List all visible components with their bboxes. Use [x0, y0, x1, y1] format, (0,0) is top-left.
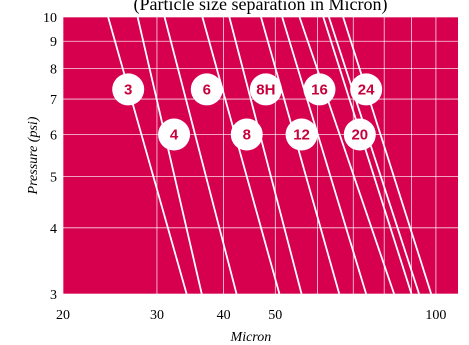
- series-badge: [303, 73, 336, 106]
- series-badge: [190, 73, 223, 106]
- y-tick-label: 7: [50, 93, 57, 108]
- series-line: [201, 17, 281, 294]
- series-label: 12: [293, 127, 310, 144]
- series-label: 8H: [256, 81, 275, 98]
- series-line: [342, 17, 433, 294]
- series-badge: [285, 118, 318, 151]
- x-tick-label: 100: [425, 308, 446, 323]
- y-tick-label: 5: [50, 170, 57, 185]
- series-line: [322, 17, 413, 294]
- plot-area: [63, 17, 458, 294]
- x-tick-label: 50: [268, 308, 282, 323]
- series-badge: [343, 118, 376, 151]
- series-label: 3: [124, 81, 132, 98]
- y-tick-label: 3: [50, 288, 57, 303]
- series-label: 6: [203, 81, 211, 98]
- y-axis-label: Pressure (psi): [26, 116, 41, 195]
- chart-title: (Particle size separation in Micron): [134, 0, 388, 15]
- series-badge: [230, 118, 263, 151]
- x-tick-label: 30: [150, 308, 164, 323]
- x-tick-label: 20: [56, 308, 70, 323]
- series-line: [298, 17, 395, 294]
- series-badges: 3 4 6 8 8H 12 16 20 24: [112, 73, 383, 151]
- series-label: 4: [170, 127, 179, 144]
- series-line: [163, 17, 238, 294]
- series-badge: [112, 73, 145, 106]
- x-tick-label: 40: [217, 308, 231, 323]
- series-line: [136, 17, 203, 294]
- series-line: [107, 17, 188, 294]
- series-badge: [350, 73, 383, 106]
- y-tick-label: 4: [50, 222, 57, 237]
- series-badge: [158, 118, 191, 151]
- series-line: [228, 17, 303, 294]
- series-label: 20: [351, 127, 368, 144]
- series-badge: [249, 73, 282, 106]
- series-label: 24: [358, 81, 375, 98]
- y-tick-label: 8: [50, 62, 57, 77]
- series-label: 8: [243, 127, 251, 144]
- series-line: [328, 17, 420, 294]
- y-tick-label: 6: [50, 129, 57, 144]
- y-tick-label: 9: [50, 35, 57, 50]
- y-axis-ticks: 3 4 5 6 7 8 9 10: [43, 11, 57, 303]
- y-tick-label: 10: [43, 11, 57, 26]
- series-line: [281, 17, 368, 294]
- x-axis-label: Micron: [230, 330, 272, 345]
- series-label: 16: [311, 81, 328, 98]
- series-lines: [107, 17, 433, 294]
- series-line: [260, 17, 341, 294]
- x-axis-ticks: 20 30 40 50 100: [56, 308, 446, 323]
